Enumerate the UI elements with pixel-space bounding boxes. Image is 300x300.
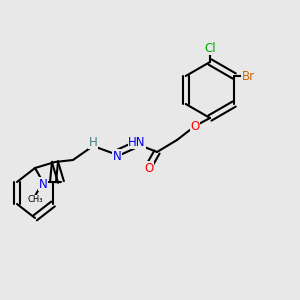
Text: Br: Br xyxy=(242,70,255,83)
Text: HN: HN xyxy=(128,136,146,148)
Text: Cl: Cl xyxy=(204,41,216,55)
Text: O: O xyxy=(144,161,154,175)
Text: O: O xyxy=(190,119,200,133)
Text: N: N xyxy=(39,178,47,190)
Text: N: N xyxy=(112,149,122,163)
Text: CH₃: CH₃ xyxy=(27,196,43,205)
Text: H: H xyxy=(88,136,98,148)
